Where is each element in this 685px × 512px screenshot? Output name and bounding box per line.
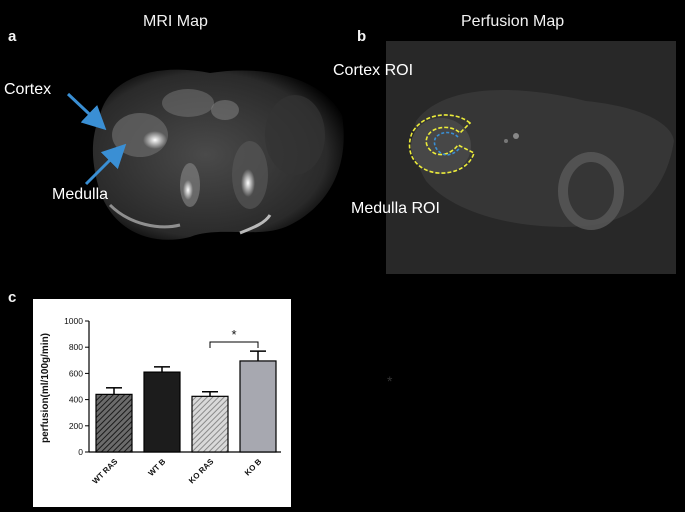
panel-b-letter: b (357, 28, 367, 45)
panel-c-letter: c (8, 289, 17, 306)
significance-bracket (209, 341, 259, 348)
y-tick-label: 1000 (64, 316, 83, 326)
y-axis-label: perfusion(ml/100g/min) (40, 333, 51, 443)
arrow-cortex (66, 92, 107, 131)
panel-a-title: MRI Map (143, 13, 208, 30)
label-medulla: Medulla (52, 186, 109, 203)
perfusion-bar-chart: perfusion(ml/100g/min) 0 200 400 600 800 1000… (40, 316, 281, 486)
bar (95, 393, 133, 453)
stray-asterisk: * (387, 373, 393, 389)
y-tick-label: 0 (78, 447, 83, 457)
panel-a-letter: a (8, 28, 17, 45)
chart-container: perfusion(ml/100g/min) 0 200 400 600 800 1000… (33, 299, 291, 507)
label-cortex: Cortex (4, 81, 52, 98)
x-category-label: WT RAS (91, 457, 120, 486)
panel-b-title: Perfusion Map (461, 13, 565, 30)
y-tick-label: 600 (69, 368, 83, 378)
y-tick-label: 400 (69, 395, 83, 405)
significance-label: * (231, 327, 236, 342)
y-tick-label: 800 (69, 342, 83, 352)
x-category-label: WT B (147, 457, 168, 478)
bar (239, 360, 277, 453)
arrow-medulla (84, 143, 127, 186)
bar (143, 371, 181, 453)
label-medulla-roi: Medulla ROI (351, 200, 440, 217)
label-cortex-roi: Cortex ROI (333, 62, 414, 79)
x-category-label: KO RAS (187, 457, 216, 486)
perfusion-image (386, 41, 676, 274)
x-category-label: KO B (243, 457, 264, 478)
y-tick-label: 200 (69, 421, 83, 431)
mri-image (92, 69, 344, 240)
bar (191, 395, 229, 453)
